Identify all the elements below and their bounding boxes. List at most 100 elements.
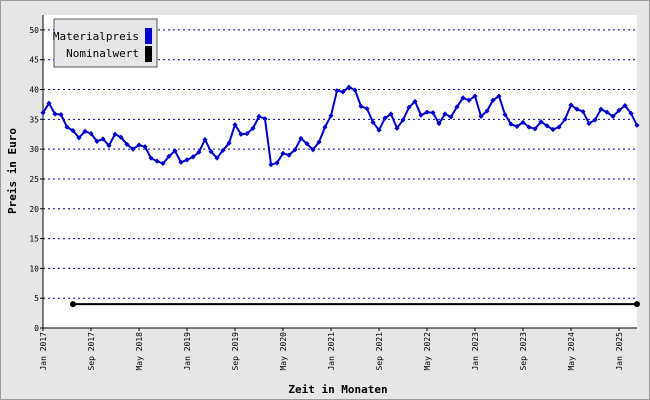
materialpreis-point — [40, 110, 46, 116]
materialpreis-point — [496, 93, 502, 99]
materialpreis-point — [280, 150, 286, 156]
series-nominalwert — [70, 301, 640, 308]
materialpreis-point — [58, 111, 64, 118]
materialpreis-point — [526, 124, 532, 130]
legend-label-nominalwert: Nominalwert — [66, 47, 139, 60]
x-tick-labels: Jan 2017 Sep 2017 May 2018 Jan 2019 Sep 2019… — [39, 332, 624, 371]
y-tick-label: 10 — [29, 264, 39, 273]
x-tick-label: Sep 2017 — [87, 332, 96, 371]
materialpreis-point — [406, 104, 412, 111]
materialpreis-point — [250, 125, 256, 131]
materialpreis-point — [172, 148, 178, 154]
materialpreis-point — [448, 114, 454, 120]
materialpreis-point — [112, 131, 118, 137]
y-tick-label: 30 — [29, 145, 39, 154]
materialpreis-point — [346, 84, 352, 90]
materialpreis-point — [586, 120, 592, 127]
nominalwert-point — [70, 301, 76, 308]
materialpreis-point — [592, 117, 598, 123]
materialpreis-point — [514, 123, 520, 130]
y-tick-label: 20 — [29, 205, 39, 214]
materialpreis-point — [334, 88, 340, 94]
materialpreis-point — [424, 109, 430, 115]
materialpreis-point — [310, 147, 316, 153]
materialpreis-point — [490, 97, 496, 103]
materialpreis-point — [568, 102, 574, 108]
materialpreis-point — [190, 154, 196, 160]
materialpreis-point — [628, 110, 634, 116]
materialpreis-point — [130, 146, 136, 152]
materialpreis-point — [88, 131, 94, 137]
materialpreis-point — [616, 107, 622, 113]
materialpreis-point — [418, 112, 424, 118]
materialpreis-point — [118, 134, 124, 140]
materialpreis-point — [100, 136, 106, 142]
x-tick-label: May 2024 — [567, 332, 576, 371]
materialpreis-point — [196, 149, 202, 155]
materialpreis-point — [484, 108, 490, 114]
materialpreis-point — [538, 119, 544, 125]
y-tick-label: 0 — [34, 324, 39, 333]
materialpreis-point — [544, 123, 550, 129]
materialpreis-point — [382, 115, 388, 121]
y-tick-label: 35 — [29, 115, 39, 124]
legend: Materialpreis Nominalwert — [53, 18, 158, 68]
materialpreis-point — [286, 152, 292, 158]
x-axis-title: Zeit in Monaten — [288, 383, 387, 396]
x-tick-label: May 2018 — [135, 332, 144, 371]
legend-label-materialpreis: Materialpreis — [53, 30, 139, 43]
materialpreis-point — [574, 106, 580, 112]
materialpreis-point — [178, 159, 184, 165]
y-tick-labels: 0 5 10 15 20 25 30 35 40 45 50 — [29, 26, 39, 333]
materialpreis-point — [124, 141, 130, 147]
materialpreis-point — [508, 121, 514, 127]
materialpreis-point — [244, 131, 250, 137]
nominalwert-point — [634, 301, 640, 308]
axes — [40, 15, 637, 331]
materialpreis-point — [502, 111, 508, 118]
y-tick-label: 50 — [29, 26, 39, 35]
series-layer — [40, 84, 640, 308]
materialpreis-point — [556, 124, 562, 130]
y-tick-label: 5 — [34, 294, 39, 303]
materialpreis-point — [298, 135, 304, 142]
materialpreis-point — [598, 106, 604, 112]
materialpreis-point — [232, 122, 238, 128]
x-tick-label: Jan 2023 — [471, 332, 480, 371]
materialpreis-point — [550, 126, 556, 133]
materialpreis-point — [148, 155, 154, 161]
materialpreis-point — [64, 124, 70, 130]
materialpreis-point — [70, 128, 76, 134]
x-tick-label: Jan 2017 — [39, 332, 48, 371]
materialpreis-point — [154, 158, 160, 164]
materialpreis-point — [214, 155, 220, 161]
legend-box — [53, 18, 158, 68]
materialpreis-point — [532, 126, 538, 132]
x-tick-label: Sep 2023 — [519, 332, 528, 371]
materialpreis-point — [412, 98, 418, 105]
materialpreis-point — [400, 117, 406, 123]
materialpreis-point — [352, 87, 358, 93]
x-tick-label: Jan 2021 — [327, 332, 336, 371]
materialpreis-point — [454, 104, 460, 110]
y-tick-label: 25 — [29, 175, 39, 184]
x-tick-label: Sep 2021 — [375, 332, 384, 371]
y-tick-label: 15 — [29, 235, 39, 244]
x-tick-label: Jan 2019 — [183, 332, 192, 371]
materialpreis-point — [256, 113, 262, 119]
materialpreis-point — [94, 138, 100, 144]
y-tick-label: 45 — [29, 56, 39, 65]
materialpreis-point — [478, 113, 484, 119]
materialpreis-point — [466, 97, 472, 103]
legend-swatch-materialpreis — [145, 28, 152, 44]
materialpreis-point — [340, 89, 346, 95]
materialpreis-point — [316, 139, 322, 145]
materialpreis-point — [304, 141, 310, 147]
materialpreis-point — [52, 111, 58, 117]
materialpreis-point — [292, 147, 298, 153]
materialpreis-point — [562, 116, 568, 122]
materialpreis-point — [184, 157, 190, 163]
materialpreis-point — [604, 109, 610, 115]
x-tick-label: May 2020 — [279, 332, 288, 371]
